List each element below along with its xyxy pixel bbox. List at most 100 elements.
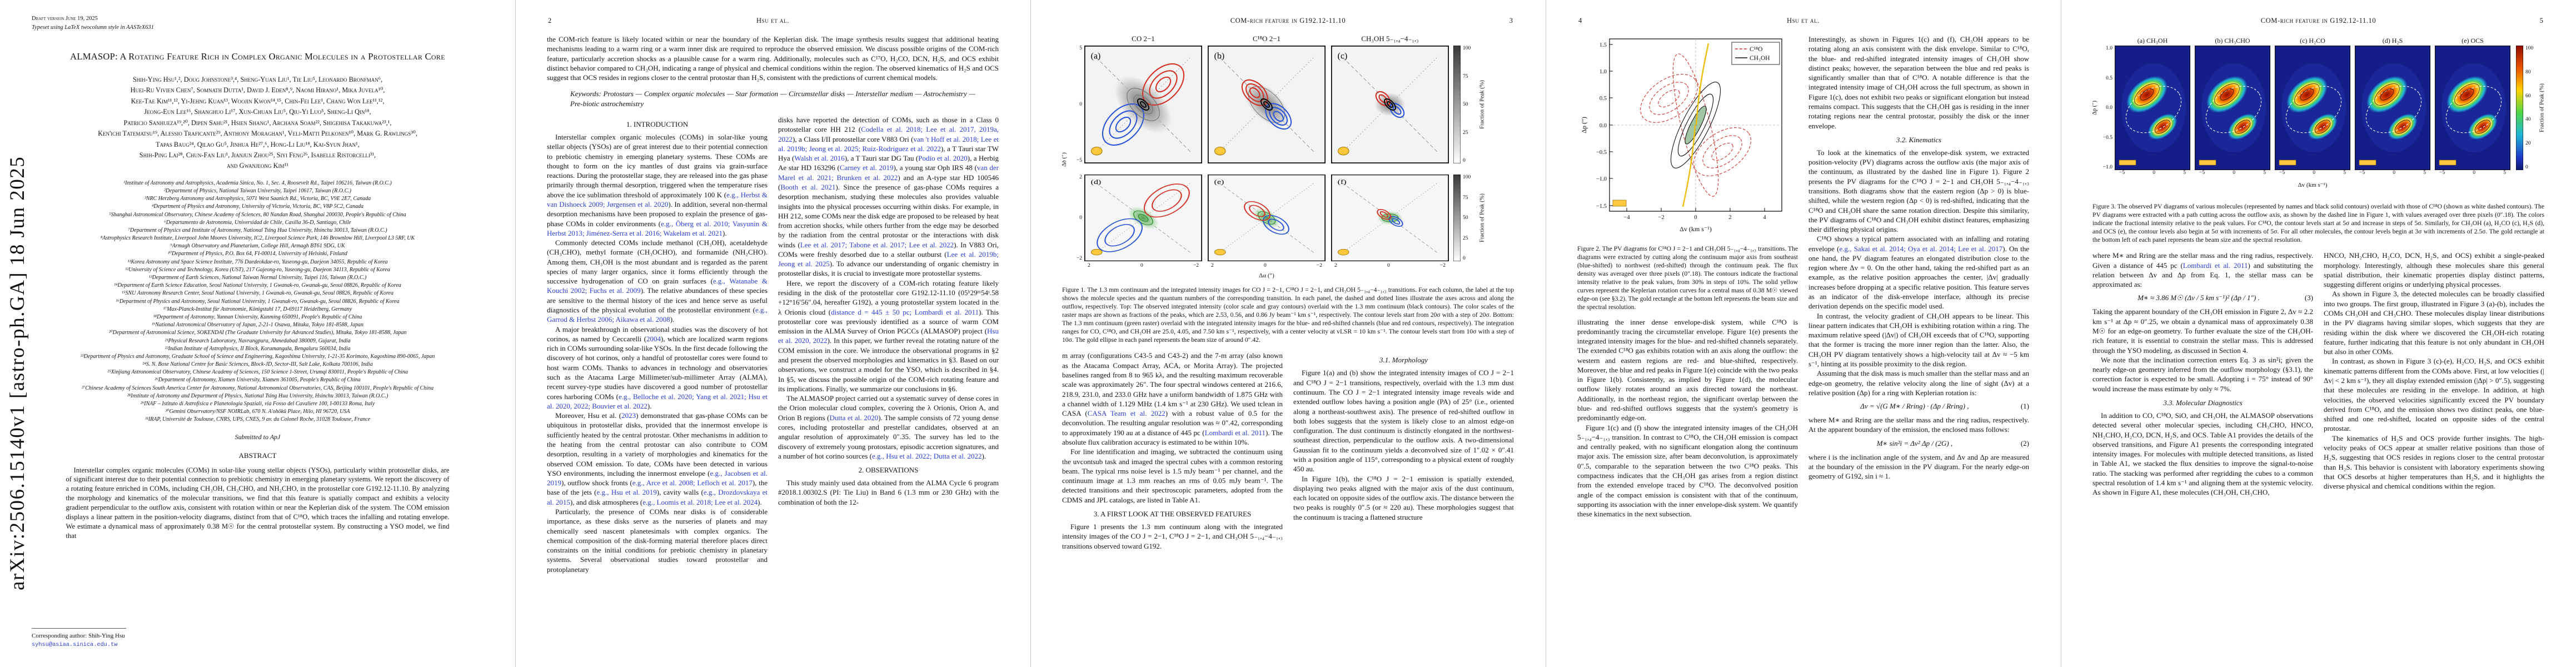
- tick-label: −5: [2119, 170, 2125, 176]
- beam-rect: [2119, 160, 2136, 166]
- citation[interactable]: Lombardi et al. 2011: [2183, 261, 2248, 270]
- paragraph: C¹⁸O shows a typical pattern associated …: [1808, 235, 2029, 311]
- fig1-xtick-labels-2: 2 0 −2: [1208, 263, 1326, 268]
- citation[interactable]: Codella et al. 2018; Lee et al. 2017, 20…: [778, 125, 999, 143]
- title-block: ALMASOP: A Rotating Feature Rich in Comp…: [32, 51, 484, 541]
- fig3-x-axis-label: Δv (km s⁻¹): [2298, 182, 2328, 188]
- typeset-line: Typeset using LaTeX twocolumn style in A…: [32, 24, 154, 31]
- citation[interactable]: e.g., Arce et al. 2008; Lefloch et al. 2…: [632, 479, 753, 487]
- citation[interactable]: e.g., Garrod & Herbst 2006; Aikawa et al…: [547, 306, 768, 324]
- tick-label: −5: [2439, 170, 2445, 176]
- figure-2: C¹⁸O CH₃OH −4 −2 0: [1577, 34, 1798, 245]
- co-integrated-intensity-map: (a): [1084, 46, 1202, 163]
- beam-rect: [1612, 200, 1627, 207]
- citation[interactable]: Lee et al. 2019b; Jeong et al. 2025: [778, 250, 999, 268]
- affiliation-line: ²⁹INAF – Istituto di Astrofisica e Plane…: [140, 401, 375, 407]
- tick-label: 0: [2233, 170, 2236, 176]
- running-header: 2 Hsu et al.: [547, 17, 999, 26]
- panel-letter: (a): [1091, 51, 1101, 61]
- paragraph: Figure 1 presents the 1.3 mm continuum a…: [1062, 522, 1283, 550]
- two-column-body: m array (configurations C43-5 and C43-2)…: [1062, 351, 1514, 550]
- paragraph: the COM-rich feature is likely located w…: [547, 35, 999, 82]
- beam-rect: [2439, 160, 2457, 166]
- paragraph: m array (configurations C43-5 and C43-2)…: [1062, 351, 1283, 446]
- pv-panel: (a) CH₃OH: [2115, 37, 2190, 178]
- tick-label: 0: [1463, 256, 1466, 261]
- citation[interactable]: e.g., Drozdovskaya et al. 2015: [547, 488, 768, 506]
- footnote-block: Corresponding author: Shih-Ying Hsu syhs…: [32, 628, 271, 649]
- page-4-content: C¹⁸O CH₃OH −4 −2 0: [1577, 34, 2029, 651]
- citation[interactable]: e.g., Öberg et al. 2010; Vasyunin & Herb…: [547, 219, 768, 237]
- citation[interactable]: Walsh et al. 2016: [794, 154, 845, 163]
- ch3oh-integrated-intensity-map: (c): [1331, 46, 1449, 163]
- tick-label: −1.0: [2102, 165, 2112, 170]
- x-axis-label: Δv (km s⁻¹): [1680, 225, 1712, 233]
- tick-label: −5: [2359, 170, 2365, 176]
- tick-label: 25: [1463, 130, 1468, 136]
- tick-label: −5: [2279, 170, 2285, 176]
- beam-rect: [2279, 160, 2296, 166]
- citation[interactable]: 2023: [621, 411, 636, 420]
- affiliation-line: ²⁰Department of Astronomical Science, SO…: [108, 330, 407, 336]
- citation[interactable]: e.g., Hsu et al. 2019: [596, 488, 657, 497]
- fig3-ytick-labels: 1.0 0.5 0.0 −0.5 −1.0: [2099, 46, 2112, 170]
- figure-2-caption: Figure 2. The PV diagrams for C¹⁸O J = 2…: [1577, 245, 1798, 311]
- panel-letter: (d): [1091, 179, 1102, 186]
- equation-number: (1): [2020, 402, 2029, 411]
- citation[interactable]: e.g., Jacobsen et al. 2019: [547, 469, 768, 487]
- paragraph: Interstellar complex organic molecules (…: [547, 132, 768, 237]
- page-4: 4 Hsu et al.: [1546, 0, 2061, 667]
- two-column-body: where M∗ and Rring are the stellar mass …: [2092, 251, 2544, 497]
- tick-label: −2: [1439, 263, 1446, 268]
- citation[interactable]: distance d = 445 ± 50 pc; Lombardi et al…: [831, 307, 979, 316]
- kinematics-paragraphs: To look at the kinematics of the envelop…: [1808, 148, 2029, 397]
- citation[interactable]: Hsu et al. 2020, 2022: [778, 327, 999, 345]
- page-3: COM-rich feature in G192.12-11.10 3 CO 2…: [1030, 0, 1546, 667]
- corresponding-email[interactable]: syhsu@asiaa.sinica.edu.tw: [32, 641, 118, 649]
- affiliation-line: ¹²University of Science and Technology, …: [125, 266, 390, 273]
- affiliation-line: ²²Indian Institute of Astrophysics, II B…: [165, 345, 351, 352]
- citation[interactable]: Carney et al. 2019: [839, 163, 894, 172]
- x-tick-labels: −5 0 5: [2115, 170, 2190, 178]
- paragraph: Particularly, the presence of COMs near …: [547, 507, 768, 574]
- citation[interactable]: Dutta et al. 2020: [829, 413, 879, 422]
- tick-label: −2: [1316, 263, 1322, 268]
- pv-heatmap: [2195, 46, 2270, 170]
- fig1-panel-a-co-map: (a): [1084, 46, 1202, 163]
- citation[interactable]: Podio et al. 2020: [918, 154, 968, 163]
- paragraph: In contrast, the velocity gradient of CH…: [1808, 311, 2029, 368]
- citation[interactable]: e.g., Sakai et al. 2014; Oya et al. 2014…: [1839, 244, 2003, 253]
- paragraph: To look at the kinematics of the envelop…: [1808, 148, 2029, 234]
- fig1-panel-c-ch3oh-map: (c): [1331, 46, 1449, 163]
- citation[interactable]: van der Marel et al. 2021; Brunken et al…: [778, 163, 999, 182]
- right-column: Interestingly, as shown in Figures 1(c) …: [1808, 34, 2029, 519]
- fig1-xtick-labels-1: 2 0 −2: [1084, 263, 1202, 268]
- svg-text:1.0: 1.0: [1600, 69, 1607, 75]
- fig1-colorbar-label-bottom: Fraction of Peak (%): [1479, 193, 1486, 242]
- author-line: Huei-Ru Vivien Chen⁷, Somnath Dutta¹, Da…: [130, 86, 385, 94]
- co-channel-map: (d): [1084, 175, 1202, 261]
- tick-label: −5: [1076, 158, 1082, 163]
- equation-number: (2): [2020, 439, 2029, 447]
- citation[interactable]: e.g., Hsu et al. 2022; Dutta et al. 2022: [871, 451, 982, 460]
- equation-body: M∗ ≈ 3.86 M☉ (Δv / 5 km s⁻¹)² (Δp / 1″) …: [2137, 293, 2260, 302]
- citation[interactable]: e.g., Watanabe & Kouchi 2002; Fuchs et a…: [547, 277, 768, 295]
- citation[interactable]: e.g., Belloche et al. 2020; Yang et al. …: [547, 392, 768, 410]
- citation[interactable]: 2004: [646, 334, 661, 343]
- paragraph: In addition to CO, C¹⁸O, SiO, and CH₃OH,…: [2092, 411, 2313, 497]
- citation[interactable]: Booth et al. 2021: [780, 182, 836, 191]
- paragraph: The ALMASOP project carried out a system…: [778, 394, 999, 460]
- citation[interactable]: CASA Team et al. 2022: [1087, 409, 1165, 418]
- x-tick-labels: −5 0 5: [2435, 170, 2510, 178]
- citation[interactable]: e.g., Loomis et al. 2018; Lee et al. 202…: [642, 497, 758, 506]
- citation[interactable]: Lee et al. 2017; Tabone et al. 2017; Lee…: [800, 240, 954, 249]
- section-heading-introduction: 1. INTRODUCTION: [626, 120, 689, 128]
- beam-rect: [2199, 160, 2216, 166]
- figure-1: CO 2−1 C¹⁸O 2−1 CH₃OH 5₋₁,₄−4₋₁,₃ 5 0 −5 2…: [1062, 34, 1514, 286]
- ch3oh-rotation-paragraph: Interestingly, as shown in Figures 1(c) …: [1808, 34, 2029, 131]
- page-5-content: 1.0 0.5 0.0 −0.5 −1.0 Δp (″) (a) CH₃OH: [2092, 34, 2544, 651]
- figure-3-panels: (a) CH₃OH: [2115, 37, 2510, 178]
- citation[interactable]: Lombardi et al. 2011: [1204, 428, 1265, 437]
- citation[interactable]: e.g., Herbst & van Dishoeck 2009; Jørgen…: [547, 190, 768, 208]
- citation[interactable]: van 't Hoff et al. 2018; Lee et al. 2019…: [778, 135, 999, 153]
